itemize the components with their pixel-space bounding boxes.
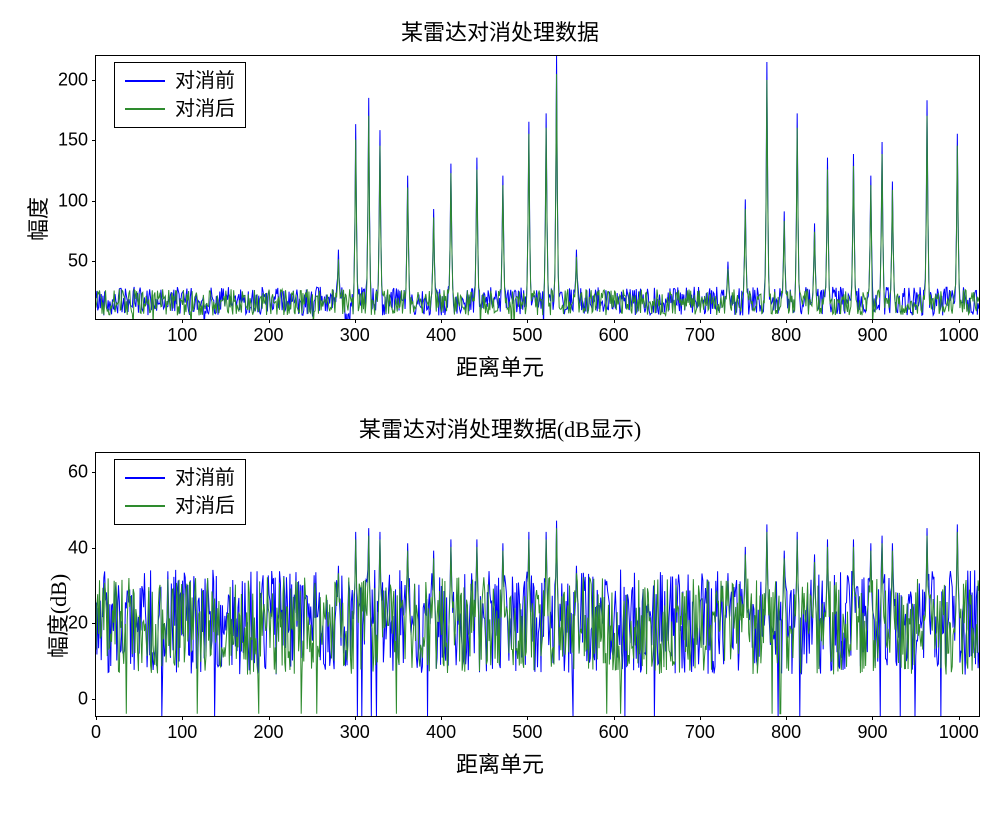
figure-container: 某雷达对消处理数据 幅度 对消前 对消后 5010015020010020030… [0,0,1000,834]
x-tick-label: 500 [512,722,542,743]
chart-bottom-title: 某雷达对消处理数据(dB显示) [0,412,1000,444]
x-tick-label: 300 [340,722,370,743]
x-tick-label: 600 [599,722,629,743]
legend-swatch-after-b [125,505,165,507]
chart-bottom-plot-area: 对消前 对消后 02040600100200300400500600700800… [95,452,980,717]
y-tick-label: 200 [58,70,88,91]
chart-bottom: 某雷达对消处理数据(dB显示) 幅度(dB) 对消前 对消后 020406001… [0,412,1000,779]
x-tick-label: 100 [167,722,197,743]
y-tick-label: 50 [68,250,88,271]
legend-label-after: 对消后 [175,95,235,123]
y-tick-label: 20 [68,613,88,634]
y-tick-label: 100 [58,190,88,211]
x-tick-label: 500 [512,325,542,346]
chart-top-plot-area: 对消前 对消后 50100150200100200300400500600700… [95,55,980,320]
chart-top-xlabel: 距离单元 [0,350,1000,382]
x-tick-label: 0 [91,722,101,743]
chart-top-title: 某雷达对消处理数据 [0,15,1000,47]
x-tick-label: 200 [254,722,284,743]
chart-bottom-legend: 对消前 对消后 [114,459,246,525]
legend-swatch-before-b [125,477,165,479]
x-tick-label: 900 [857,325,887,346]
x-tick-label: 1000 [939,722,979,743]
series-line [96,528,979,714]
x-tick-label: 400 [426,722,456,743]
chart-top-ylabel: 幅度 [21,196,53,240]
legend-item-after: 对消后 [125,95,235,123]
legend-label-after-b: 对消后 [175,492,235,520]
y-tick-label: 60 [68,461,88,482]
legend-label-before-b: 对消前 [175,464,235,492]
x-tick-label: 900 [857,722,887,743]
x-tick-label: 700 [685,722,715,743]
x-tick-label: 700 [685,325,715,346]
legend-swatch-before [125,80,165,82]
x-tick-label: 800 [771,325,801,346]
x-tick-label: 400 [426,325,456,346]
y-tick-label: 40 [68,537,88,558]
y-tick-label: 0 [78,689,88,710]
chart-top-legend: 对消前 对消后 [114,62,246,128]
x-tick-label: 600 [599,325,629,346]
legend-item-before-b: 对消前 [125,464,235,492]
x-tick-label: 800 [771,722,801,743]
legend-label-before: 对消前 [175,67,235,95]
x-tick-label: 100 [167,325,197,346]
x-tick-label: 200 [254,325,284,346]
legend-item-before: 对消前 [125,67,235,95]
legend-item-after-b: 对消后 [125,492,235,520]
chart-top: 某雷达对消处理数据 幅度 对消前 对消后 5010015020010020030… [0,15,1000,382]
x-tick-label: 1000 [939,325,979,346]
x-tick-label: 300 [340,325,370,346]
chart-bottom-xlabel: 距离单元 [0,747,1000,779]
y-tick-label: 150 [58,130,88,151]
legend-swatch-after [125,108,165,110]
